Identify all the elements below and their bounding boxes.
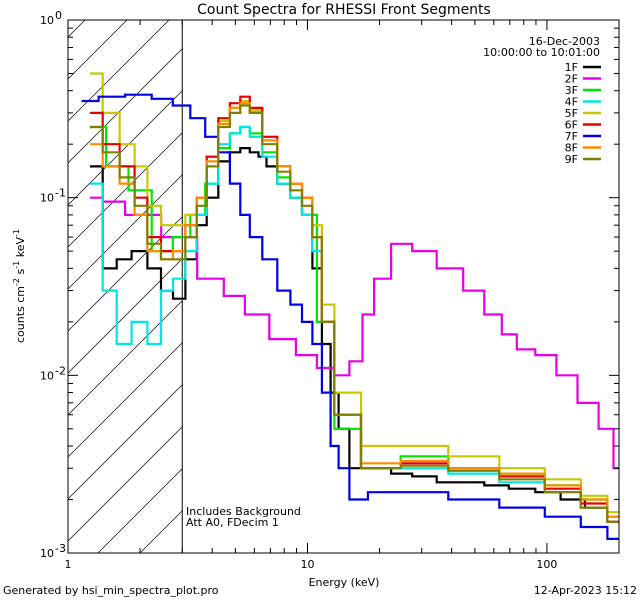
footer-generated: Generated by hsi_min_spectra_plot.pro xyxy=(3,584,219,597)
hatch-line xyxy=(68,216,183,332)
hatch-line xyxy=(68,342,183,458)
y-tick-label: 10 xyxy=(40,14,54,27)
series-7F xyxy=(81,93,619,540)
hatch-line xyxy=(68,384,183,500)
y-tick-exponent: -2 xyxy=(55,364,66,377)
y-tick-exponent: -3 xyxy=(55,542,66,555)
footer-date: 12-Apr-2023 15:12 xyxy=(534,584,637,597)
legend-label-5F: 5F xyxy=(565,107,578,120)
x-tick-label: 10 xyxy=(300,558,314,571)
annotation-background: Includes Background xyxy=(186,505,301,518)
background-hatch-region xyxy=(0,0,183,553)
y-tick-label: 10 xyxy=(40,547,54,560)
legend-label-9F: 9F xyxy=(565,153,578,166)
y-tick-label: 10 xyxy=(40,192,54,205)
y-tick-exponent: -1 xyxy=(55,187,66,200)
y-tick-label: 10 xyxy=(40,369,54,382)
annotation-attenuator: Att A0, FDecim 1 xyxy=(186,516,279,529)
series-4F xyxy=(90,125,619,523)
hatch-line xyxy=(97,468,183,553)
hatch-line xyxy=(68,48,183,164)
hatch-lines xyxy=(0,0,183,553)
hatch-line xyxy=(68,20,128,80)
hatch-line xyxy=(68,20,170,122)
hatch-line xyxy=(68,174,183,290)
plot-frame xyxy=(67,19,620,554)
legend-label-3F: 3F xyxy=(565,84,578,97)
legend-time-range: 10:00:00 to 10:01:00 xyxy=(483,46,600,59)
y-tick-exponent: 0 xyxy=(55,9,62,22)
series-6F xyxy=(90,95,619,523)
series-1F xyxy=(90,147,619,523)
series-3F xyxy=(90,125,619,518)
series-8F xyxy=(90,102,619,518)
x-tick-label: 100 xyxy=(536,558,557,571)
series-9F xyxy=(90,104,619,523)
legend-label-8F: 8F xyxy=(565,142,578,155)
hatch-line xyxy=(68,426,183,542)
chart-title: Count Spectra for RHESSI Front Segments xyxy=(197,2,491,18)
x-axis-label: Energy (keV) xyxy=(309,576,380,589)
legend-label-7F: 7F xyxy=(565,130,578,143)
y-axis-label: counts cm-2 s-1 keV-1 xyxy=(12,229,27,343)
legend-date: 16-Dec-2003 xyxy=(529,35,600,48)
x-tick-label: 1 xyxy=(65,558,72,571)
legend-label-4F: 4F xyxy=(565,96,578,109)
series-5F xyxy=(90,72,619,514)
axis-ticks: 10-310-210-110 01 10 100 xyxy=(40,9,619,571)
legend-label-2F: 2F xyxy=(565,73,578,86)
legend-label-1F: 1F xyxy=(565,61,578,74)
legend-label-6F: 6F xyxy=(565,119,578,132)
hatch-line xyxy=(0,0,68,553)
series-2F xyxy=(90,196,619,470)
hatch-line xyxy=(68,258,183,374)
